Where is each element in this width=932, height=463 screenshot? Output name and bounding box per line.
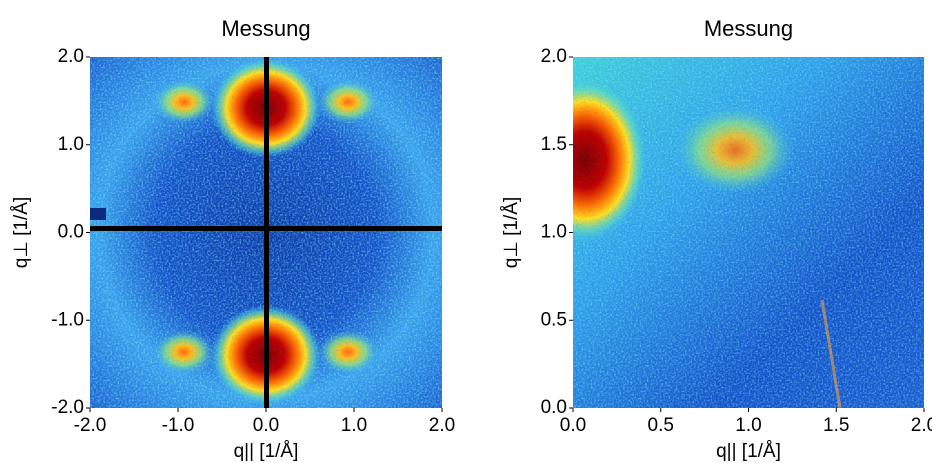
y-tick-label: 1.0: [541, 222, 567, 243]
heatmap-image: [90, 57, 442, 408]
x-tick-label: 1.0: [735, 415, 761, 436]
heatmap-image: [573, 57, 924, 408]
x-tick-label: 1.0: [341, 415, 367, 436]
y-tick-label: 1.5: [541, 134, 567, 155]
x-axis-label: q|| [1/Å]: [234, 441, 299, 462]
x-tick-label: 0.0: [560, 415, 586, 436]
x-tick-label: 1.5: [823, 415, 849, 436]
y-tick-label: 0.0: [541, 397, 567, 418]
x-tick-label: 0.0: [253, 415, 279, 436]
y-tick-label: 2.0: [541, 46, 567, 67]
y-tick-label: 0.0: [58, 222, 84, 243]
x-axis-label: q|| [1/Å]: [716, 441, 781, 462]
x-tick-label: 0.5: [648, 415, 674, 436]
y-tick-label: -1.0: [51, 309, 84, 330]
y-tick-label: -2.0: [51, 397, 84, 418]
x-tick-label: 2.0: [911, 415, 932, 436]
x-tick-label: 2.0: [429, 415, 455, 436]
y-axis-label: q⊥ [1/Å]: [11, 197, 32, 268]
y-axis-label: q⊥ [1/Å]: [501, 197, 522, 268]
chart-title: Messung: [221, 16, 310, 41]
x-tick-label: -2.0: [74, 415, 107, 436]
y-tick-label: 2.0: [58, 46, 84, 67]
y-tick-label: 1.0: [58, 134, 84, 155]
y-tick-label: 0.5: [541, 309, 567, 330]
x-tick-label: -1.0: [162, 415, 195, 436]
chart-title: Messung: [704, 16, 793, 41]
